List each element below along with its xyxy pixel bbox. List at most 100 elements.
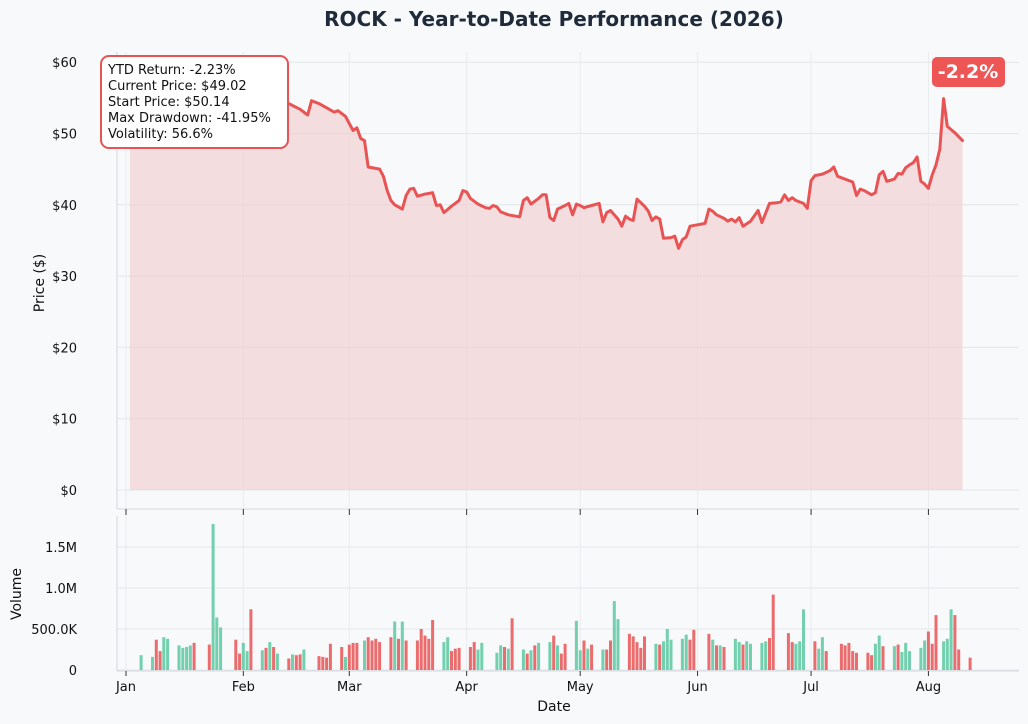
price-area-fill bbox=[129, 98, 963, 490]
volume-bar bbox=[586, 648, 590, 670]
volume-bar bbox=[457, 647, 461, 670]
volume-tick-label: 500.0K bbox=[31, 623, 77, 638]
volume-bar bbox=[366, 637, 370, 670]
volume-bar bbox=[328, 643, 332, 670]
price-tick-label: $50 bbox=[52, 128, 77, 143]
stat-start-price: Start Price: $50.14 bbox=[108, 95, 230, 110]
return-badge-value: -2.2% bbox=[938, 61, 999, 83]
volume-bar bbox=[817, 648, 821, 670]
volume-bar bbox=[813, 641, 817, 670]
volume-bar bbox=[786, 633, 790, 670]
volume-bar bbox=[839, 643, 843, 670]
volume-bar bbox=[768, 638, 771, 670]
volume-bar bbox=[177, 645, 181, 670]
volume-bar bbox=[275, 653, 279, 670]
volume-bar bbox=[684, 634, 688, 670]
volume-bar bbox=[934, 615, 938, 670]
volume-bar bbox=[639, 647, 643, 670]
volume-bar bbox=[215, 617, 219, 670]
volume-bar bbox=[942, 641, 946, 670]
volume-bar bbox=[302, 649, 306, 670]
volume-bar bbox=[563, 643, 567, 670]
x-tick-label: Feb bbox=[232, 680, 255, 695]
volume-bar bbox=[427, 638, 431, 670]
stat-ytd-return: YTD Return: -2.23% bbox=[107, 63, 236, 78]
volume-y-axis: 0 500.0K 1.0M 1.5M bbox=[31, 541, 77, 679]
volume-bar bbox=[923, 640, 927, 670]
volume-bar bbox=[900, 652, 904, 670]
volume-bar bbox=[344, 656, 347, 670]
volume-bar bbox=[896, 644, 900, 670]
volume-bar bbox=[151, 656, 154, 670]
stats-box: YTD Return: -2.23% Current Price: $49.02… bbox=[100, 55, 289, 149]
price-tick-label: $20 bbox=[52, 341, 77, 356]
x-tick-label: Apr bbox=[455, 680, 478, 695]
volume-bar bbox=[468, 647, 472, 670]
volume-bar bbox=[472, 642, 476, 670]
volume-bar bbox=[949, 609, 953, 670]
x-tick-label: Mar bbox=[337, 680, 362, 695]
volume-bar bbox=[749, 643, 752, 670]
volume-bar bbox=[158, 651, 162, 670]
volume-bar bbox=[533, 645, 537, 670]
volume-bar bbox=[548, 642, 552, 670]
volume-bar bbox=[431, 620, 435, 670]
x-tick-label: Aug bbox=[916, 680, 941, 695]
volume-bar bbox=[207, 644, 211, 670]
volume-bar bbox=[843, 645, 847, 670]
volume-bar bbox=[317, 656, 321, 670]
date-axis-label: Date bbox=[537, 699, 570, 715]
return-badge: -2.2% bbox=[932, 57, 1005, 87]
volume-bar bbox=[605, 649, 609, 670]
volume-bar bbox=[397, 638, 400, 670]
volume-bar bbox=[499, 645, 503, 670]
volume-bar bbox=[264, 647, 268, 670]
chart-title: ROCK - Year-to-Date Performance (2026) bbox=[324, 7, 784, 31]
volume-bar bbox=[298, 654, 302, 670]
volume-bar bbox=[733, 638, 737, 670]
volume-bar bbox=[764, 641, 768, 670]
volume-bar bbox=[325, 657, 329, 670]
volume-panel bbox=[117, 516, 1019, 671]
volume-bar bbox=[908, 651, 911, 670]
volume-bar bbox=[393, 621, 397, 670]
volume-tick-label: 1.5M bbox=[45, 541, 77, 556]
volume-bar bbox=[926, 631, 930, 670]
volume-bar bbox=[654, 643, 658, 670]
return-badge-background bbox=[932, 57, 1005, 87]
volume-bar bbox=[495, 652, 499, 670]
volume-bar bbox=[510, 618, 514, 670]
volume-bar bbox=[268, 642, 272, 670]
volume-bar bbox=[238, 653, 242, 670]
volume-bar bbox=[824, 651, 828, 670]
volume-bar bbox=[192, 642, 196, 670]
volume-bar bbox=[370, 640, 374, 670]
stat-max-drawdown: Max Drawdown: -41.95% bbox=[108, 111, 271, 126]
x-tick-label: May bbox=[567, 680, 594, 695]
volume-bar bbox=[855, 652, 858, 670]
volume-bar bbox=[340, 647, 344, 670]
volume-bar bbox=[790, 642, 794, 670]
volume-bar bbox=[680, 638, 684, 670]
volume-bar bbox=[351, 642, 355, 670]
volume-bar bbox=[662, 641, 665, 670]
volume-bar bbox=[590, 644, 594, 670]
volume-axis-label: Volume bbox=[9, 568, 25, 620]
volume-bar bbox=[188, 645, 192, 670]
volume-bar bbox=[559, 653, 563, 670]
volume-bar bbox=[378, 642, 382, 670]
volume-bar bbox=[616, 619, 620, 670]
volume-bar bbox=[658, 644, 662, 670]
volume-bar bbox=[635, 642, 639, 670]
price-tick-label: $60 bbox=[52, 56, 77, 71]
volume-bar bbox=[609, 640, 612, 670]
volume-bar bbox=[881, 646, 885, 670]
volume-bar bbox=[404, 640, 408, 670]
volume-bar bbox=[877, 635, 881, 670]
volume-bar bbox=[291, 654, 294, 670]
volume-bar bbox=[442, 642, 446, 670]
volume-bar bbox=[415, 640, 419, 670]
volume-bar bbox=[904, 642, 908, 670]
volume-bar bbox=[957, 649, 961, 670]
